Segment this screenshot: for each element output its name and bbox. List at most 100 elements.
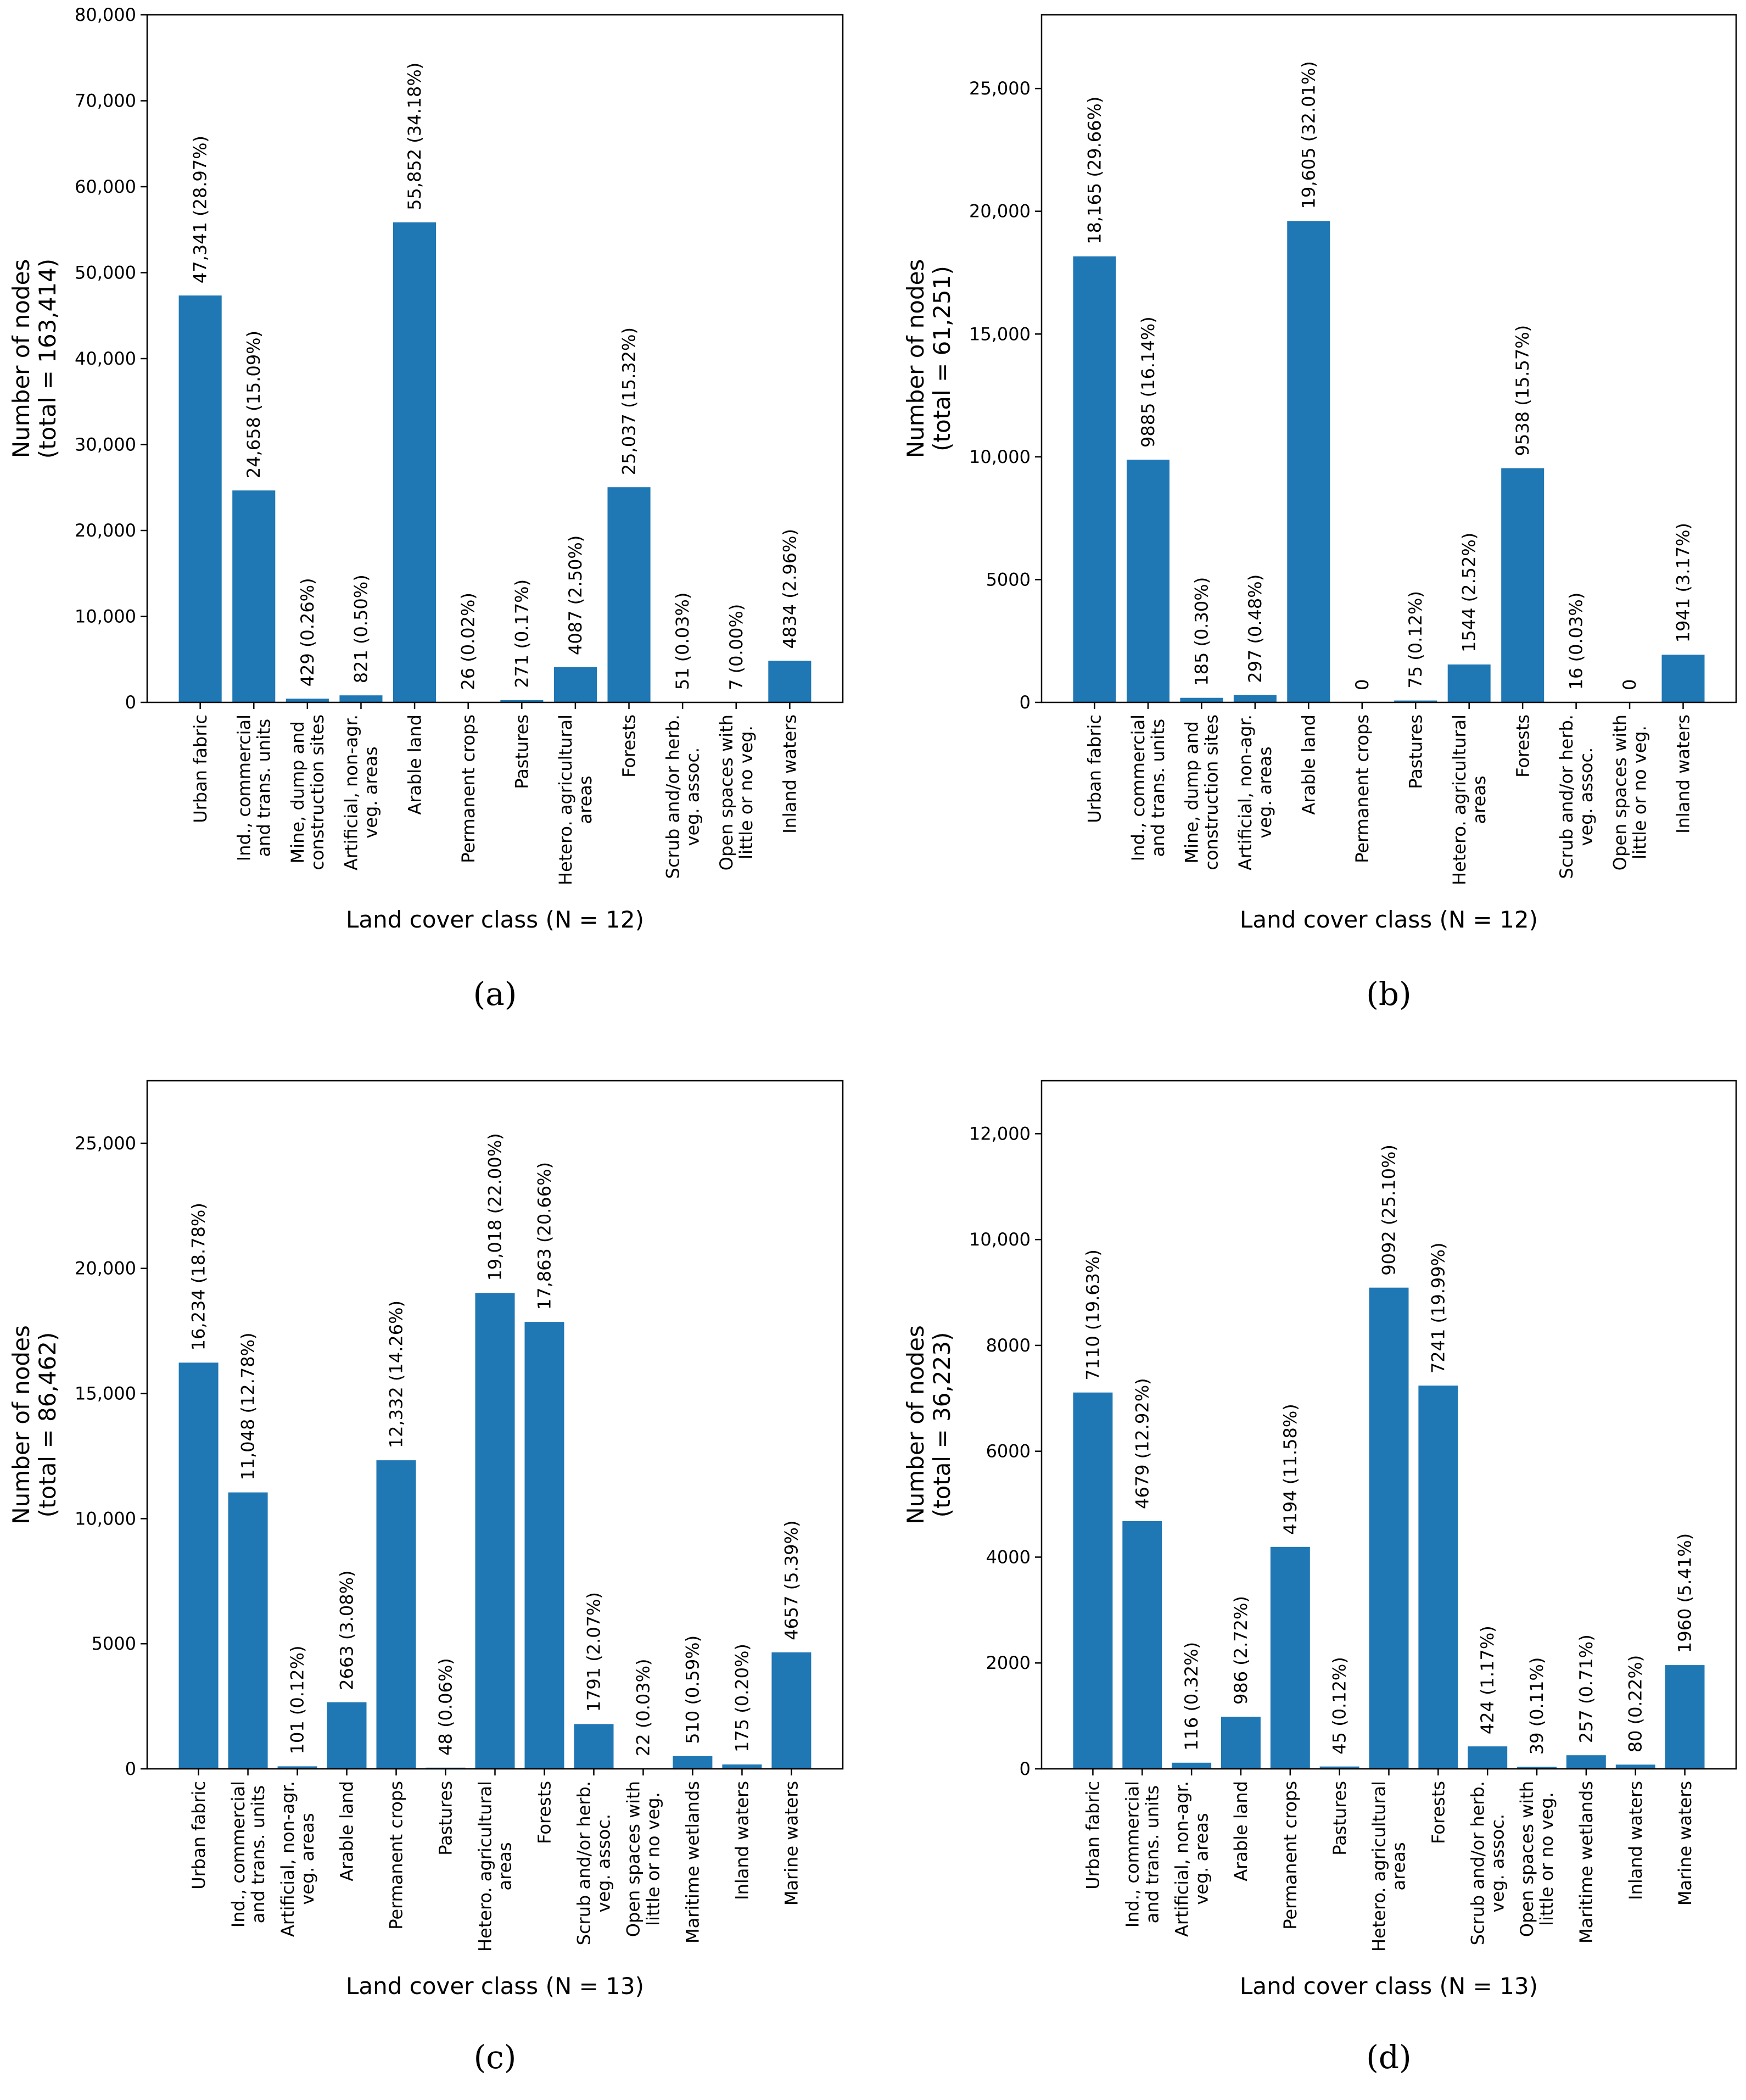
x-tick-label-line: Urban fabric <box>1084 714 1105 823</box>
bar <box>377 1460 416 1769</box>
x-tick-label-line: and trans. units <box>1142 1785 1163 1924</box>
y-axis-label-line: (total = 61,251) <box>928 266 955 451</box>
data-label: 16,234 (18.78%) <box>188 1203 209 1350</box>
x-tick-label-line: veg. assoc. <box>594 1814 614 1913</box>
x-tick-label: Artificial, non-agr.veg. areas <box>1235 714 1275 870</box>
panel-label: (d) <box>1366 2038 1411 2076</box>
panel-label: (a) <box>473 975 517 1013</box>
x-tick-label-line: areas <box>1389 1842 1409 1890</box>
x-axis-label: Land cover class (N = 13) <box>1240 1973 1538 2000</box>
x-tick-label-line: Arable land <box>404 714 425 815</box>
x-tick-label: Arable land <box>1299 714 1319 815</box>
x-tick-label-line: Artificial, non-agr. <box>277 1781 298 1937</box>
x-tick-label-line: Urban fabric <box>188 1781 209 1890</box>
x-tick-label-line: Permanent crops <box>458 714 479 863</box>
x-tick-label-line: Arable land <box>337 1781 357 1881</box>
data-label: 297 (0.48%) <box>1245 574 1266 683</box>
bar <box>1665 1665 1705 1769</box>
data-label: 175 (0.20%) <box>731 1644 752 1752</box>
x-tick-label: Mine, dump andconstruction sites <box>1182 714 1222 870</box>
x-tick-label: Pastures <box>512 714 533 789</box>
x-tick-label-line: Open spaces with <box>716 714 737 870</box>
x-tick-label: Open spaces withlittle or no veg. <box>623 1781 664 1937</box>
data-label: 429 (0.26%) <box>297 578 318 686</box>
x-tick-label-line: veg. areas <box>1255 746 1275 838</box>
data-label: 9538 (15.57%) <box>1512 325 1533 456</box>
x-tick-label-line: construction sites <box>307 714 328 870</box>
data-label: 1544 (2.52%) <box>1459 533 1480 652</box>
data-label: 424 (1.17%) <box>1477 1626 1498 1734</box>
y-tick-label: 10,000 <box>75 1508 136 1529</box>
x-tick-label-line: Urban fabric <box>190 714 211 823</box>
x-tick-label-line: little or no veg. <box>736 725 757 859</box>
bar <box>179 295 222 702</box>
x-tick-label: Hetero. agriculturalareas <box>1449 714 1490 885</box>
x-tick-label-line: Hetero. agricultural <box>555 714 576 885</box>
bar <box>327 1702 367 1769</box>
bar <box>1418 1386 1458 1769</box>
data-label: 1960 (5.41%) <box>1675 1533 1695 1653</box>
x-tick-label-line: Inland waters <box>732 1781 753 1900</box>
data-label: 2663 (3.08%) <box>337 1570 357 1690</box>
bar <box>339 695 382 702</box>
x-tick-label: Maritime wetlands <box>682 1781 703 1943</box>
bar <box>574 1724 614 1769</box>
x-tick-label-line: Forests <box>619 714 640 778</box>
x-tick-label: Arable land <box>404 714 425 815</box>
y-tick-label: 2000 <box>986 1652 1031 1673</box>
bar <box>228 1493 268 1769</box>
data-label: 26 (0.02%) <box>458 593 479 690</box>
y-tick-label: 0 <box>125 692 136 713</box>
bar <box>179 1362 219 1769</box>
data-label: 116 (0.32%) <box>1181 1642 1202 1751</box>
x-tick-label: Scrub and/or herb.veg. assoc. <box>574 1781 614 1945</box>
x-tick-label-line: Hetero. agricultural <box>1369 1781 1390 1952</box>
x-tick-label: Scrub and/or herb.veg. assoc. <box>1556 714 1597 879</box>
y-tick-label: 30,000 <box>75 434 136 455</box>
y-tick-label: 0 <box>1020 692 1031 713</box>
x-tick-label: Ind., commercialand trans. units <box>1128 714 1168 861</box>
x-tick-label-line: veg. assoc. <box>1487 1814 1508 1913</box>
x-tick-label: Hetero. agriculturalareas <box>555 714 596 885</box>
x-tick-label: Urban fabric <box>1084 714 1105 823</box>
chart-panel-c: 16,234 (18.78%)11,048 (12.78%)101 (0.12%… <box>8 1081 843 2076</box>
bar <box>1271 1547 1310 1769</box>
x-tick-label-line: Permanent crops <box>1280 1781 1301 1930</box>
data-label: 7 (0.00%) <box>726 604 747 690</box>
x-tick-label: Artificial, non-agr.veg. areas <box>277 1781 318 1937</box>
data-label: 48 (0.06%) <box>435 1658 456 1756</box>
x-tick-label-line: Inland waters <box>780 714 801 834</box>
x-tick-label-line: areas <box>575 775 596 824</box>
data-label: 4834 (2.96%) <box>779 529 800 649</box>
data-label: 55,852 (34.18%) <box>404 63 425 210</box>
x-tick-label-line: veg. assoc. <box>682 747 703 846</box>
chart-panel-b: 18,165 (29.66%)9885 (16.14%)185 (0.30%)2… <box>902 15 1736 1013</box>
y-tick-label: 20,000 <box>75 1258 136 1279</box>
x-tick-label: Permanent crops <box>458 714 479 863</box>
x-tick-label: Marine waters <box>1675 1781 1695 1906</box>
x-tick-label-line: and trans. units <box>253 719 274 857</box>
y-tick-label: 5000 <box>92 1633 136 1654</box>
bar <box>1073 256 1116 702</box>
y-tick-label: 0 <box>1020 1758 1031 1779</box>
x-tick-label: Inland waters <box>1673 714 1694 834</box>
x-tick-label: Permanent crops <box>1352 714 1373 863</box>
x-axis-label: Land cover class (N = 12) <box>346 906 644 933</box>
bar <box>1172 1763 1211 1769</box>
y-tick-label: 10,000 <box>75 606 136 627</box>
x-tick-label-line: Urban fabric <box>1083 1781 1104 1890</box>
data-label: 7110 (19.63%) <box>1082 1249 1103 1381</box>
data-label: 257 (0.71%) <box>1576 1634 1597 1743</box>
x-tick-label: Pastures <box>435 1781 456 1856</box>
x-tick-label-line: Maritime wetlands <box>1576 1781 1597 1943</box>
y-tick-label: 50,000 <box>75 262 136 283</box>
x-tick-label-line: Forests <box>1428 1781 1449 1844</box>
x-tick-label-line: Inland waters <box>1625 1781 1646 1900</box>
x-tick-label-line: veg. areas <box>361 746 382 838</box>
data-label: 271 (0.17%) <box>511 579 532 688</box>
x-tick-label-line: Ind., commercial <box>228 1781 249 1928</box>
x-tick-label: Forests <box>1512 714 1533 778</box>
data-label: 1941 (3.17%) <box>1673 523 1694 643</box>
data-label: 986 (2.72%) <box>1230 1596 1251 1705</box>
x-tick-label-line: little or no veg. <box>1629 725 1650 859</box>
